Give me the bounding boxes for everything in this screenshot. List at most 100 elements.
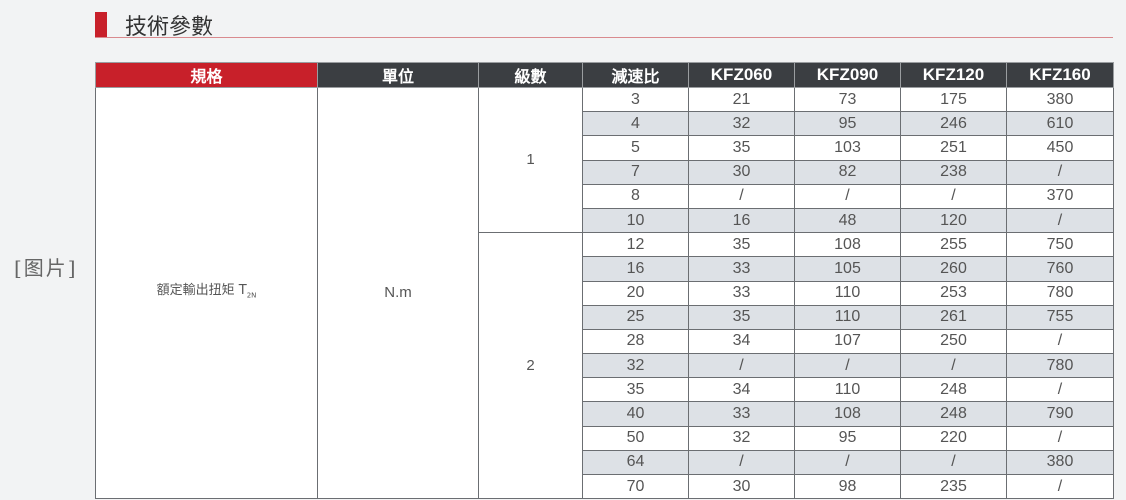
table-row: 16 33 105 260 760	[96, 256, 1114, 282]
header-ratio: 減速比	[582, 62, 689, 88]
stage-cell: 1	[478, 86, 583, 234]
ratio-cell: 16	[582, 256, 689, 282]
table-row: 4 32 95 246 610	[96, 111, 1114, 137]
ratio-cell: 40	[582, 401, 689, 427]
torque-cell: /	[900, 353, 1007, 379]
ratio-cell: 4	[582, 111, 689, 137]
torque-cell: 108	[794, 401, 901, 427]
torque-cell: 248	[900, 377, 1007, 403]
ratio-cell: 3	[582, 86, 689, 113]
torque-cell: 175	[900, 86, 1007, 113]
ratio-cell: 20	[582, 280, 689, 306]
torque-cell: /	[794, 353, 901, 379]
torque-cell: 105	[794, 256, 901, 282]
torque-cell: 32	[688, 425, 795, 451]
torque-cell: 220	[900, 425, 1007, 451]
torque-cell: 34	[688, 377, 795, 403]
table-row: 2 12 35 108 255 750	[96, 232, 1114, 500]
torque-cell: 21	[688, 86, 795, 113]
table-row: 28 34 107 250/	[96, 328, 1114, 355]
image-placeholder: [图片]	[14, 256, 78, 280]
stage-cell: 2	[478, 232, 583, 500]
torque-cell: 16	[688, 207, 795, 234]
table-row: 10 16 48 120/	[96, 207, 1114, 234]
table-row: 50 32 95 220/	[96, 425, 1114, 451]
torque-cell: /	[794, 449, 901, 476]
header-kfz090: KFZ090	[794, 62, 901, 88]
torque-cell: /	[1006, 207, 1114, 234]
ratio-cell: 5	[582, 135, 689, 161]
header-row: 規格 單位 級數 減速比 KFZ060 KFZ090 KFZ120 KFZ160	[95, 62, 1114, 88]
torque-cell: 370	[1006, 183, 1114, 209]
header-unit: 單位	[317, 62, 479, 88]
unit-cell: N.m	[317, 86, 479, 500]
torque-cell: /	[794, 183, 901, 209]
table-row: 5 35 103 251 450	[96, 135, 1114, 161]
torque-cell: /	[688, 449, 795, 476]
spec-subscript: 2N	[246, 291, 257, 300]
ratio-cell: 10	[582, 207, 689, 234]
table-row: 25 35 110 261 755	[96, 304, 1114, 330]
ratio-cell: 64	[582, 449, 689, 476]
torque-cell: 120	[900, 207, 1007, 234]
torque-cell: 380	[1006, 449, 1114, 476]
torque-cell: 261	[900, 304, 1007, 330]
ratio-cell: 35	[582, 377, 689, 403]
table-row: 7 30 82 238/	[96, 159, 1114, 185]
ratio-cell: 25	[582, 304, 689, 330]
title-accent-bar	[95, 12, 107, 38]
torque-cell: 760	[1006, 256, 1114, 282]
table-row: 額定輸出扭矩 T2N N.m 1 3 21 73 175 380	[95, 86, 1114, 500]
torque-cell: 95	[794, 111, 901, 137]
torque-cell: /	[1006, 159, 1114, 185]
torque-cell: 107	[794, 328, 901, 355]
header-kfz120: KFZ120	[900, 62, 1007, 88]
torque-cell: 246	[900, 111, 1007, 137]
header-kfz160: KFZ160	[1006, 62, 1114, 88]
table-row: 40 33 108 248 790	[96, 401, 1114, 427]
torque-cell: 755	[1006, 304, 1114, 330]
torque-cell: 32	[688, 111, 795, 137]
ratio-cell: 28	[582, 328, 689, 355]
torque-cell: /	[688, 183, 795, 209]
torque-cell: /	[1006, 425, 1114, 451]
torque-cell: 95	[794, 425, 901, 451]
torque-cell: 450	[1006, 135, 1114, 161]
torque-cell: 48	[794, 207, 901, 234]
table-row: 70 30 98 235/	[96, 473, 1114, 500]
torque-cell: /	[1006, 328, 1114, 355]
torque-cell: /	[1006, 377, 1114, 403]
section-title: 技術參數	[125, 15, 214, 40]
torque-cell: 33	[688, 280, 795, 306]
header-spec: 規格	[95, 62, 318, 88]
torque-cell: 255	[900, 232, 1007, 258]
torque-cell: 780	[1006, 280, 1114, 306]
spec-cell: 額定輸出扭矩 T2N	[95, 86, 318, 500]
torque-cell: 250	[900, 328, 1007, 355]
torque-cell: 248	[900, 401, 1007, 427]
torque-cell: 73	[794, 86, 901, 113]
ratio-cell: 7	[582, 159, 689, 185]
torque-cell: 260	[900, 256, 1007, 282]
torque-cell: 380	[1006, 86, 1114, 113]
torque-cell: 110	[794, 377, 901, 403]
torque-cell: 33	[688, 401, 795, 427]
torque-cell: /	[900, 449, 1007, 476]
torque-cell: 108	[794, 232, 901, 258]
ratio-cell: 70	[582, 473, 689, 500]
header-stage: 級數	[478, 62, 583, 88]
torque-cell: /	[1006, 473, 1114, 500]
torque-cell: 238	[900, 159, 1007, 185]
torque-cell: 35	[688, 135, 795, 161]
torque-cell: 82	[794, 159, 901, 185]
torque-cell: /	[900, 183, 1007, 209]
torque-cell: 253	[900, 280, 1007, 306]
spec-table: 規格 單位 級數 減速比 KFZ060 KFZ090 KFZ120 KFZ160…	[95, 62, 1114, 500]
ratio-cell: 50	[582, 425, 689, 451]
title-divider	[95, 37, 1113, 38]
torque-cell: 103	[794, 135, 901, 161]
torque-cell: 790	[1006, 401, 1114, 427]
torque-cell: 780	[1006, 353, 1114, 379]
torque-cell: 30	[688, 159, 795, 185]
torque-cell: 34	[688, 328, 795, 355]
